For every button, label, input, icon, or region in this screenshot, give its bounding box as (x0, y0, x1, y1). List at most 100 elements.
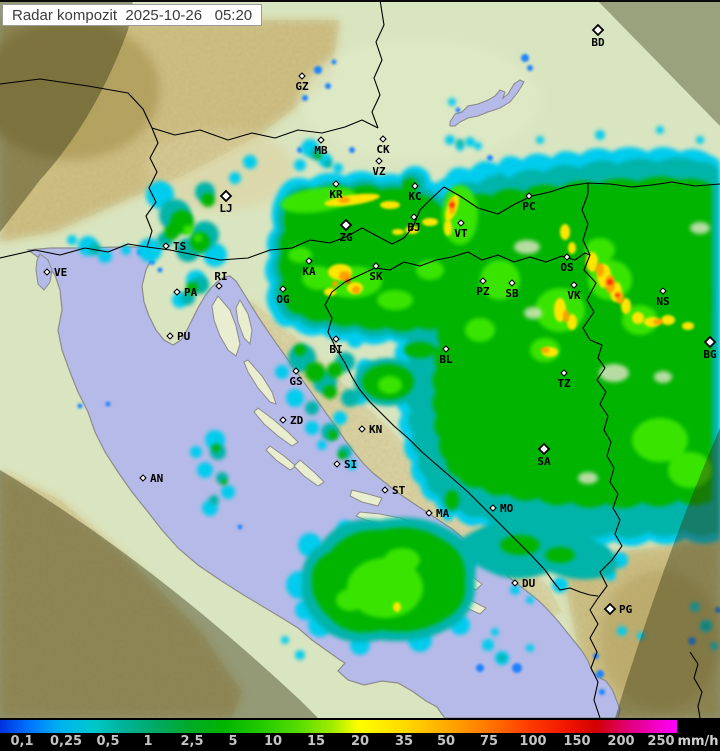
city-label: PA (184, 286, 198, 299)
city-sa: SA (537, 442, 551, 468)
city-label: MO (500, 502, 514, 515)
city-sb: SB (505, 279, 519, 300)
city-label: ZD (290, 414, 304, 427)
city-label: VK (567, 289, 581, 302)
city-marker-icon (279, 416, 287, 424)
city-ka: KA (302, 257, 316, 278)
colorbar-label: 0,1 (10, 734, 34, 749)
colorbar-label: 15 (306, 734, 326, 749)
city-label: AN (150, 472, 163, 485)
city-marker-icon (219, 189, 233, 203)
colorbar-label: 200 (607, 734, 635, 749)
city-marker-icon (381, 486, 389, 494)
colorbar-label: 2,5 (180, 734, 204, 749)
country-borders (0, 0, 720, 719)
city-pc: PC (522, 192, 536, 213)
colorbar-label: 10 (263, 734, 283, 749)
city-ck: CK (376, 135, 390, 156)
city-label: BL (439, 353, 453, 366)
city-label: VE (54, 266, 67, 279)
city-vz: VZ (372, 157, 386, 178)
city-label: OS (560, 261, 573, 274)
city-vt: VT (454, 219, 468, 240)
city-kr: KR (329, 180, 343, 201)
city-marker-icon (537, 442, 551, 456)
city-kc: KC (408, 182, 422, 203)
city-ns: NS (656, 287, 670, 308)
colorbar-unit: mm/h (677, 734, 719, 749)
city-og: OG (276, 285, 290, 306)
colorbar-labels: 0,1 0,25 0,5 1 2,5 5 10 15 20 35 50 75 100 150 200 250 m… (0, 734, 720, 751)
city-sk: SK (369, 262, 383, 283)
title-text: Radar kompozit 2025-10-26 05:20 (12, 6, 253, 24)
city-marker-icon (317, 136, 325, 144)
city-marker-icon (603, 602, 617, 616)
city-label: SK (369, 270, 383, 283)
city-label: BJ (407, 221, 420, 234)
city-marker-icon (215, 282, 223, 290)
city-marker-icon (162, 242, 170, 250)
city-marker-icon (525, 192, 533, 200)
city-marker-icon (411, 182, 419, 190)
radar-map-canvas: GZ BD MB CK VZ KR LJ ZG KC PC TS VE RI PA OS KA SK PZ SB VK… (0, 0, 720, 719)
city-label: MB (314, 144, 328, 157)
city-label: VZ (372, 165, 386, 178)
colorbar-label: 250 (647, 734, 675, 749)
city-bd: BD (591, 23, 605, 49)
city-pz: PZ (476, 277, 490, 298)
city-label: SA (537, 455, 551, 468)
city-label: TZ (557, 377, 571, 390)
city-marker-icon (43, 268, 51, 276)
city-zd: ZD (279, 414, 304, 427)
city-label: TS (173, 240, 186, 253)
city-marker-icon (298, 72, 306, 80)
city-label: SI (344, 458, 357, 471)
city-marker-icon (508, 279, 516, 287)
city-label: OG (276, 293, 290, 306)
radar-echoes (67, 54, 720, 695)
city-marker-icon (703, 335, 717, 349)
colorbar-label: 0,5 (96, 734, 120, 749)
city-marker-icon (570, 281, 578, 289)
city-lj: LJ (219, 189, 233, 215)
city-marker-icon (659, 287, 667, 295)
city-pg: PG (603, 602, 633, 616)
city-label: PG (619, 603, 633, 616)
city-marker-icon (305, 257, 313, 265)
city-ts: TS (162, 240, 186, 253)
city-label: KR (329, 188, 343, 201)
city-mb: MB (314, 136, 328, 157)
radar-map: GZ BD MB CK VZ KR LJ ZG KC PC TS VE RI PA OS KA SK PZ SB VK… (0, 0, 720, 719)
city-label: ST (392, 484, 406, 497)
city-marker-icon (292, 367, 300, 375)
city-label: PC (522, 200, 535, 213)
city-tz: TZ (557, 369, 571, 390)
city-st: ST (381, 484, 406, 497)
city-ve: VE (43, 266, 67, 279)
city-marker-icon (333, 460, 341, 468)
city-an: AN (139, 472, 163, 485)
title-bar: Radar kompozit 2025-10-26 05:20 (2, 4, 263, 26)
city-label: NS (656, 295, 669, 308)
city-label: PZ (476, 285, 490, 298)
city-vk: VK (567, 281, 581, 302)
city-marker-icon (479, 277, 487, 285)
city-label: CK (376, 143, 390, 156)
city-zg: ZG (339, 218, 353, 244)
city-mo: MO (489, 502, 514, 515)
city-pu: PU (166, 330, 191, 343)
city-du: DU (511, 577, 536, 590)
city-pa: PA (173, 286, 198, 299)
city-marker-icon (563, 253, 571, 261)
city-label: ZG (339, 231, 353, 244)
city-marker-icon (442, 345, 450, 353)
colorbar-label: 5 (228, 734, 238, 749)
city-label: RI (214, 270, 227, 283)
colorbar-gradient (0, 720, 677, 733)
lake-balaton (449, 79, 525, 127)
colorbar-label: 50 (436, 734, 456, 749)
city-marker-icon (375, 157, 383, 165)
city-marker-icon (173, 288, 181, 296)
city-marker-icon (410, 213, 418, 221)
